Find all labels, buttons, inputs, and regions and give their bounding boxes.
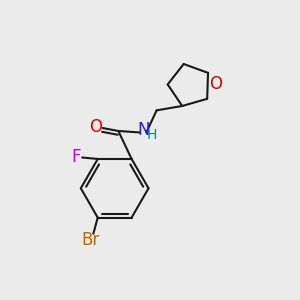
Text: Br: Br	[81, 231, 100, 249]
Text: O: O	[209, 75, 222, 93]
Text: F: F	[71, 148, 80, 166]
Text: N: N	[137, 121, 150, 139]
Text: O: O	[89, 118, 102, 136]
Text: H: H	[146, 128, 157, 142]
